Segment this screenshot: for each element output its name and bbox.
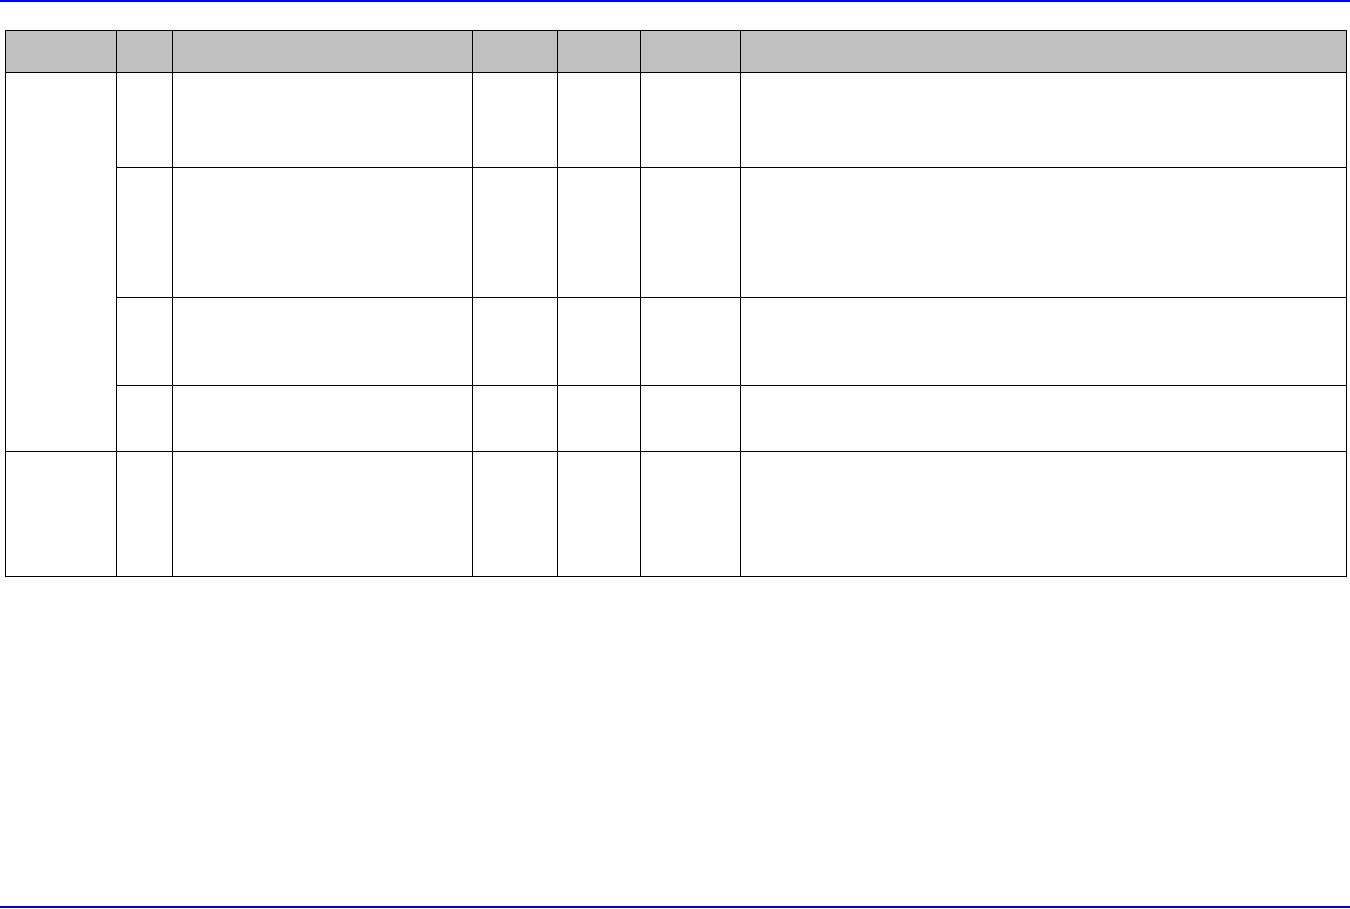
table-cell: [116, 297, 173, 386]
table-cell: [640, 451, 741, 577]
header-cell: [116, 30, 173, 73]
table-cell: [172, 72, 473, 168]
table-cell: [740, 72, 1347, 168]
table-cell: [557, 385, 641, 452]
table-cell: [116, 167, 173, 298]
table-cell: [116, 451, 173, 577]
group-cell: [5, 451, 117, 577]
table-cell: [472, 297, 558, 386]
header-cell: [172, 30, 473, 73]
table-cell: [472, 385, 558, 452]
table-cell: [116, 72, 173, 168]
table-cell: [557, 451, 641, 577]
table-cell: [740, 385, 1347, 452]
table-cell: [472, 167, 558, 298]
page-top-rule: [0, 0, 1350, 2]
table-cell: [472, 451, 558, 577]
header-cell: [740, 30, 1347, 73]
table-cell: [116, 385, 173, 452]
table-cell: [172, 167, 473, 298]
table-cell: [557, 167, 641, 298]
table-cell: [172, 297, 473, 386]
table-cell: [172, 451, 473, 577]
table-cell: [172, 385, 473, 452]
header-cell: [472, 30, 558, 73]
table-row: [6, 167, 1347, 298]
table-row: [6, 385, 1347, 452]
document-table: [5, 30, 1347, 577]
table-row: [6, 297, 1347, 386]
table-cell: [640, 385, 741, 452]
header-cell: [557, 30, 641, 73]
table-cell: [740, 451, 1347, 577]
table-cell: [557, 297, 641, 386]
page-bottom-rule: [0, 906, 1350, 908]
table-cell: [640, 72, 741, 168]
group-cell: [5, 72, 117, 452]
header-cell: [640, 30, 741, 73]
table-cell: [640, 167, 741, 298]
table-row: [5, 72, 1347, 452]
table-row: [5, 451, 1347, 577]
table-cell: [740, 297, 1347, 386]
table-header-row: [5, 30, 1347, 73]
table-cell: [640, 297, 741, 386]
table-cell: [557, 72, 641, 168]
table-cell: [740, 167, 1347, 298]
table-cell: [472, 72, 558, 168]
header-cell: [5, 30, 117, 73]
